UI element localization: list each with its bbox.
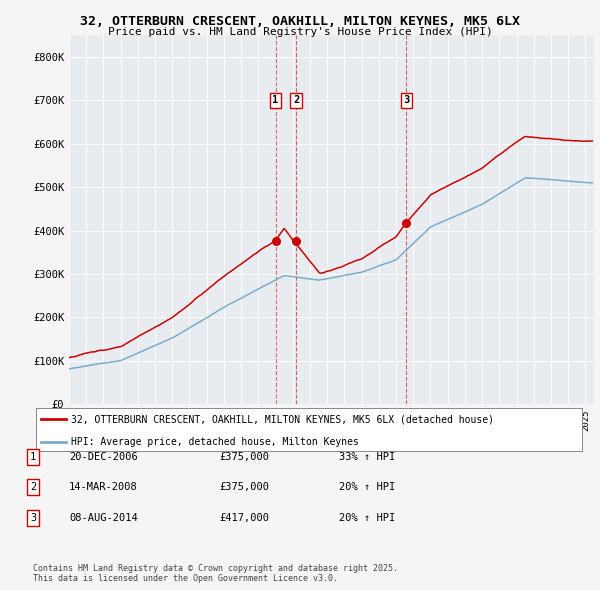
Text: 08-AUG-2014: 08-AUG-2014 xyxy=(69,513,138,523)
Text: 33% ↑ HPI: 33% ↑ HPI xyxy=(339,452,395,461)
Text: 3: 3 xyxy=(30,513,36,523)
Text: 20-DEC-2006: 20-DEC-2006 xyxy=(69,452,138,461)
Text: 3: 3 xyxy=(403,96,410,106)
Text: 2: 2 xyxy=(293,96,299,106)
Text: 20% ↑ HPI: 20% ↑ HPI xyxy=(339,483,395,492)
Text: 1: 1 xyxy=(30,452,36,461)
Text: £417,000: £417,000 xyxy=(219,513,269,523)
Text: HPI: Average price, detached house, Milton Keynes: HPI: Average price, detached house, Milt… xyxy=(71,437,359,447)
Text: Contains HM Land Registry data © Crown copyright and database right 2025.
This d: Contains HM Land Registry data © Crown c… xyxy=(33,563,398,583)
Text: 32, OTTERBURN CRESCENT, OAKHILL, MILTON KEYNES, MK5 6LX (detached house): 32, OTTERBURN CRESCENT, OAKHILL, MILTON … xyxy=(71,414,494,424)
Text: 1: 1 xyxy=(272,96,278,106)
Text: 32, OTTERBURN CRESCENT, OAKHILL, MILTON KEYNES, MK5 6LX: 32, OTTERBURN CRESCENT, OAKHILL, MILTON … xyxy=(80,15,520,28)
Text: £375,000: £375,000 xyxy=(219,483,269,492)
Text: 14-MAR-2008: 14-MAR-2008 xyxy=(69,483,138,492)
Text: Price paid vs. HM Land Registry's House Price Index (HPI): Price paid vs. HM Land Registry's House … xyxy=(107,27,493,37)
Text: 20% ↑ HPI: 20% ↑ HPI xyxy=(339,513,395,523)
Text: 2: 2 xyxy=(30,483,36,492)
Text: £375,000: £375,000 xyxy=(219,452,269,461)
